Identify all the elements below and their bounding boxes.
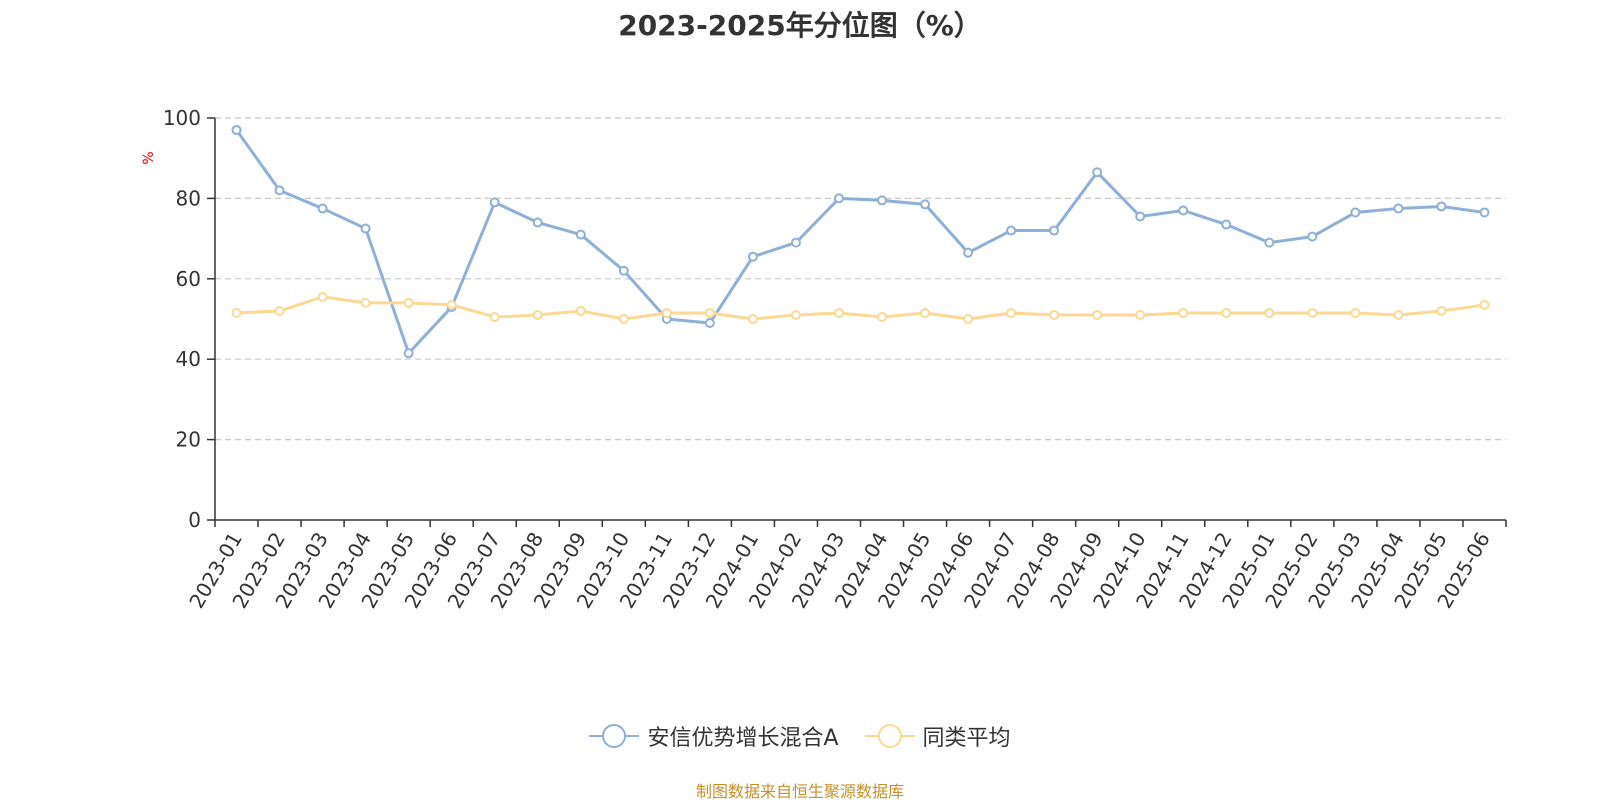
data-point xyxy=(963,314,974,324)
series-line xyxy=(236,295,1485,321)
legend-item-series-b[interactable]: 同类平均 xyxy=(864,720,1011,752)
data-point xyxy=(360,297,371,308)
data-point xyxy=(1049,225,1060,236)
data-point xyxy=(317,291,328,302)
data-point xyxy=(489,197,500,208)
data-point xyxy=(790,237,801,248)
legend-label: 同类平均 xyxy=(922,726,1011,751)
y-tick-label: 20 xyxy=(176,428,201,452)
data-point xyxy=(618,265,629,276)
data-source-note: 制图数据来自恒生聚源数据库 xyxy=(695,782,904,801)
data-point xyxy=(489,311,500,322)
data-point xyxy=(1092,167,1103,178)
y-tick-label: 60 xyxy=(176,267,201,291)
data-point xyxy=(231,307,242,318)
data-point xyxy=(1393,203,1404,214)
data-point xyxy=(1479,207,1490,218)
data-point xyxy=(274,305,285,316)
data-point xyxy=(274,185,285,196)
data-point xyxy=(618,314,629,324)
data-point xyxy=(403,348,414,359)
data-point xyxy=(1264,237,1275,248)
y-axis-unit-label: % xyxy=(141,151,157,164)
x-tick-labels: 2023-012023-022023-032023-042023-052023-… xyxy=(184,528,1495,612)
data-point xyxy=(1092,309,1103,320)
legend-marker-icon xyxy=(589,724,640,748)
data-point xyxy=(403,297,414,308)
data-point xyxy=(1393,309,1404,320)
data-point xyxy=(532,309,543,320)
data-point xyxy=(575,305,586,316)
data-point xyxy=(1264,307,1275,318)
data-point xyxy=(1436,305,1447,316)
series-b xyxy=(231,291,1490,324)
data-point xyxy=(1479,299,1490,310)
data-point xyxy=(1135,211,1146,222)
data-point xyxy=(575,229,586,240)
y-tick-labels: 0 20 40 60 80 100 xyxy=(163,106,201,532)
data-point xyxy=(704,318,715,329)
axes xyxy=(207,117,1507,527)
data-point xyxy=(446,299,457,310)
data-point xyxy=(920,199,931,210)
chart-title: 2023-2025年分位图（%） xyxy=(618,9,982,42)
data-point xyxy=(833,307,844,318)
data-point xyxy=(1049,309,1060,320)
data-point xyxy=(1221,307,1232,318)
data-point xyxy=(747,314,758,324)
legend-item-series-a[interactable]: 安信优势增长混合A xyxy=(589,720,839,752)
data-point xyxy=(1436,201,1447,212)
data-point xyxy=(704,307,715,318)
data-point xyxy=(1135,309,1146,320)
data-point xyxy=(231,125,242,136)
data-point xyxy=(532,217,543,228)
data-point xyxy=(877,311,888,322)
data-point xyxy=(317,203,328,214)
data-point xyxy=(1178,307,1189,318)
data-point xyxy=(360,223,371,234)
y-tick-label: 40 xyxy=(176,347,201,371)
y-tick-label: 100 xyxy=(163,106,201,130)
data-point xyxy=(1221,219,1232,230)
series-lines xyxy=(231,125,1490,359)
line-chart: 0 20 40 60 80 100 2023-012023-022023-032023-0… xyxy=(141,106,1507,612)
data-point xyxy=(920,307,931,318)
data-point xyxy=(1006,307,1017,318)
data-point xyxy=(1350,207,1361,218)
data-point xyxy=(1307,307,1318,318)
data-point xyxy=(790,309,801,320)
data-point xyxy=(1178,205,1189,216)
data-point xyxy=(833,193,844,204)
legend: 安信优势增长混合A 同类平均 xyxy=(0,720,1600,752)
data-point xyxy=(1350,307,1361,318)
legend-marker-icon xyxy=(864,724,915,748)
series-line xyxy=(235,129,1485,355)
series-a xyxy=(231,125,1490,359)
y-tick-label: 80 xyxy=(176,186,201,210)
data-point xyxy=(963,247,974,258)
data-point xyxy=(747,251,758,262)
legend-label: 安信优势增长混合A xyxy=(647,726,839,751)
data-point xyxy=(1307,231,1318,242)
data-point xyxy=(661,307,672,318)
grid-lines xyxy=(215,117,1506,441)
data-point xyxy=(1006,225,1017,236)
y-tick-label: 0 xyxy=(188,508,201,532)
data-point xyxy=(877,195,888,206)
